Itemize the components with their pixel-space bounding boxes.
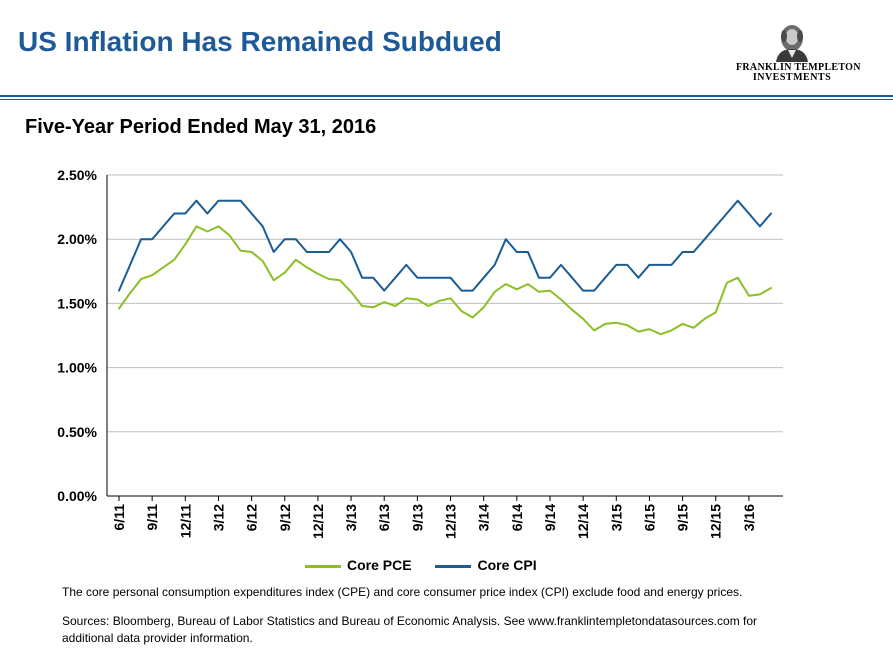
x-tick-label: 6/14 — [509, 504, 525, 531]
x-tick-label: 9/11 — [144, 504, 160, 531]
x-tick-label: 12/11 — [177, 504, 193, 538]
legend-swatch-core-pce — [305, 564, 341, 568]
legend-item-core-pce: Core PCE — [305, 557, 412, 573]
x-tick-label: 3/14 — [476, 504, 492, 531]
chart-title: Five-Year Period Ended May 31, 2016 — [25, 116, 377, 138]
y-tick-label: 1.00% — [57, 360, 97, 376]
x-tick-label: 9/15 — [675, 504, 691, 531]
x-tick-label: 3/12 — [210, 504, 226, 531]
logo-text-line2: INVESTMENTS — [752, 72, 832, 83]
x-tick-label: 3/16 — [741, 504, 757, 531]
x-tick-label: 6/15 — [641, 504, 657, 531]
legend-label-core-pce: Core PCE — [347, 557, 412, 573]
series-line-core-pce — [118, 225, 772, 336]
company-logo: FRANKLIN TEMPLETON INVESTMENTS — [736, 22, 861, 86]
x-tick-label: 12/13 — [443, 504, 459, 539]
x-tick-label: 6/12 — [244, 504, 260, 531]
franklin-portrait-icon — [776, 25, 808, 62]
footnote: The core personal consumption expenditur… — [62, 585, 743, 599]
x-tick-label: 6/13 — [376, 504, 392, 531]
series-line-core-cpi — [118, 199, 772, 292]
legend-swatch-core-cpi — [435, 564, 472, 568]
y-tick-label: 2.50% — [57, 167, 97, 183]
header-divider — [0, 95, 893, 97]
legend-label-core-cpi: Core CPI — [477, 557, 537, 573]
y-tick-label: 2.00% — [57, 231, 97, 247]
x-tick-label: 12/15 — [708, 504, 724, 539]
header-divider-thin — [0, 99, 893, 100]
sources-text: Sources: Bloomberg, Bureau of Labor Stat… — [62, 614, 758, 645]
x-tick-label: 9/13 — [409, 504, 425, 531]
line-chart: 0.00% 0.50% 1.00% 1.50% 2.00% 2.50% 6/11 9/11 12… — [57, 167, 783, 539]
page-title: US Inflation Has Remained Subdued — [18, 26, 502, 57]
x-tick-label: 3/13 — [343, 504, 359, 531]
y-tick-label: 0.00% — [57, 488, 97, 504]
x-tick-label: 3/15 — [608, 504, 624, 531]
logo-text-line1: FRANKLIN TEMPLETON — [736, 62, 861, 73]
x-tick-label: 6/11 — [111, 504, 127, 531]
x-tick-label: 9/12 — [277, 504, 293, 531]
chart-legend: Core PCE Core CPI — [305, 557, 557, 573]
x-tick-label: 12/12 — [310, 504, 326, 539]
x-tick-label: 12/14 — [575, 504, 591, 539]
y-tick-label: 1.50% — [57, 295, 97, 311]
x-tick-label: 9/14 — [542, 504, 558, 531]
legend-item-core-cpi: Core CPI — [435, 557, 537, 573]
y-tick-label: 0.50% — [57, 424, 97, 440]
